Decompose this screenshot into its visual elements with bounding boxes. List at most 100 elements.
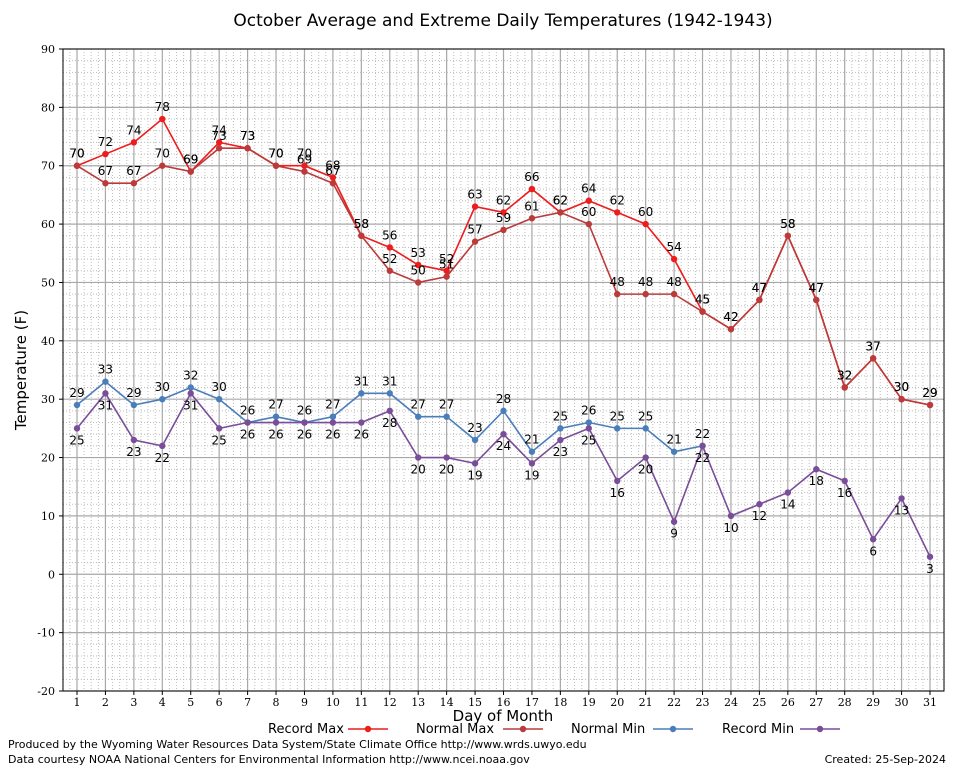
normal-max-data-label: 59 (496, 211, 511, 225)
y-tick-label: 50 (41, 276, 55, 289)
normal-max-point (614, 290, 621, 298)
record-max-point (670, 255, 678, 263)
normal-max-data-label: 61 (524, 199, 539, 213)
normal-max-data-label: 58 (354, 217, 369, 231)
y-tick-label: 30 (41, 393, 55, 406)
normal-max-point (272, 162, 280, 169)
record-max-data-label: 62 (553, 193, 568, 207)
normal-max-point (386, 267, 393, 274)
record-max-data-label: 73 (240, 129, 255, 143)
x-tick-label: 9 (301, 696, 308, 709)
chart-title: October Average and Extreme Daily Temper… (233, 11, 772, 31)
legend-marker-normal-max (519, 725, 527, 733)
normal-max-point (699, 308, 706, 315)
normal-max-point (727, 325, 735, 333)
record-min-point (215, 425, 223, 432)
x-tick-label: 18 (553, 696, 567, 709)
record-min-data-label: 25 (69, 433, 84, 447)
normal-min-data-label: 28 (496, 392, 511, 406)
series-points (73, 115, 934, 560)
normal-max-data-label: 70 (268, 147, 283, 161)
record-max-data-label: 54 (666, 240, 681, 254)
normal-min-point (557, 425, 564, 432)
record-min-data-label: 6 (869, 544, 877, 558)
record-max-data-label: 64 (581, 182, 596, 196)
record-min-data-label: 26 (240, 428, 255, 442)
record-max-point (159, 115, 166, 123)
record-min-data-label: 3 (926, 562, 934, 576)
record-max-point (642, 220, 649, 228)
normal-max-point (670, 290, 678, 298)
x-tick-label: 5 (187, 696, 194, 709)
normal-max-point (244, 145, 251, 152)
normal-min-point (272, 413, 280, 420)
record-min-point (614, 477, 621, 485)
normal-max-data-label: 60 (581, 205, 596, 219)
record-max-data-label: 42 (723, 310, 738, 324)
footer-data-source: Data courtesy NOAA National Centers for … (8, 753, 530, 766)
record-max-data-label: 70 (297, 147, 312, 161)
normal-min-point (102, 378, 109, 385)
normal-min-data-label: 30 (155, 380, 170, 394)
y-tick-label: -20 (37, 685, 55, 698)
record-min-point (926, 553, 934, 560)
normal-min-data-label: 25 (610, 409, 625, 423)
y-tick-label: 40 (41, 335, 55, 348)
y-tick-label: -10 (37, 627, 55, 640)
record-max-data-label: 45 (695, 293, 710, 307)
legend-marker-record-min (816, 725, 824, 733)
record-min-point (670, 518, 678, 525)
footer-created-date: Created: 25-Sep-2024 (825, 753, 946, 766)
normal-max-data-label: 37 (865, 339, 880, 353)
normal-max-point (130, 180, 138, 187)
record-min-point (272, 419, 280, 426)
normal-max-data-label: 48 (666, 275, 681, 289)
y-tick-label: 10 (41, 510, 55, 523)
x-tick-label: 2 (102, 696, 109, 709)
record-max-point (130, 139, 138, 146)
y-tick-label: 20 (41, 452, 55, 465)
normal-min-point (642, 425, 649, 432)
normal-min-point (443, 413, 450, 420)
normal-max-point (500, 226, 507, 234)
x-tick-label: 14 (440, 696, 454, 709)
record-max-data-label: 78 (155, 100, 170, 114)
y-tick-label: 0 (48, 568, 55, 581)
normal-max-data-label: 52 (382, 252, 397, 266)
record-max-data-label: 32 (837, 369, 852, 383)
record-min-point (443, 454, 450, 461)
normal-min-point (500, 407, 507, 415)
record-min-data-label: 20 (411, 463, 426, 477)
legend-marker-record-max (364, 725, 372, 733)
normal-min-point (670, 448, 678, 455)
normal-max-data-label: 48 (610, 275, 625, 289)
x-tick-label: 3 (130, 696, 137, 709)
x-tick-label: 1 (74, 696, 81, 709)
normal-max-data-label: 73 (240, 129, 255, 143)
record-min-point (756, 501, 763, 508)
record-min-data-label: 9 (670, 527, 678, 541)
record-min-data-label: 26 (325, 428, 340, 442)
x-tick-label: 25 (752, 696, 766, 709)
normal-max-point (585, 220, 592, 228)
normal-min-data-label: 21 (524, 433, 539, 447)
record-min-data-label: 23 (553, 445, 568, 459)
x-tick-label: 17 (525, 696, 539, 709)
record-max-point (386, 244, 393, 251)
normal-min-point (215, 395, 223, 403)
x-tick-label: 29 (866, 696, 880, 709)
normal-min-data-label: 23 (467, 421, 482, 435)
normal-max-point (73, 162, 81, 169)
x-tick-label: 20 (610, 696, 624, 709)
normal-max-point (102, 180, 109, 187)
normal-min-data-label: 31 (354, 374, 369, 388)
record-max-point (102, 150, 109, 158)
normal-max-point (869, 355, 877, 362)
record-max-data-label: 58 (780, 217, 795, 231)
y-tick-label: 70 (41, 160, 55, 173)
record-max-data-label: 53 (411, 246, 426, 260)
record-min-point (699, 442, 706, 450)
normal-min-point (528, 448, 536, 455)
record-min-point (73, 425, 81, 432)
